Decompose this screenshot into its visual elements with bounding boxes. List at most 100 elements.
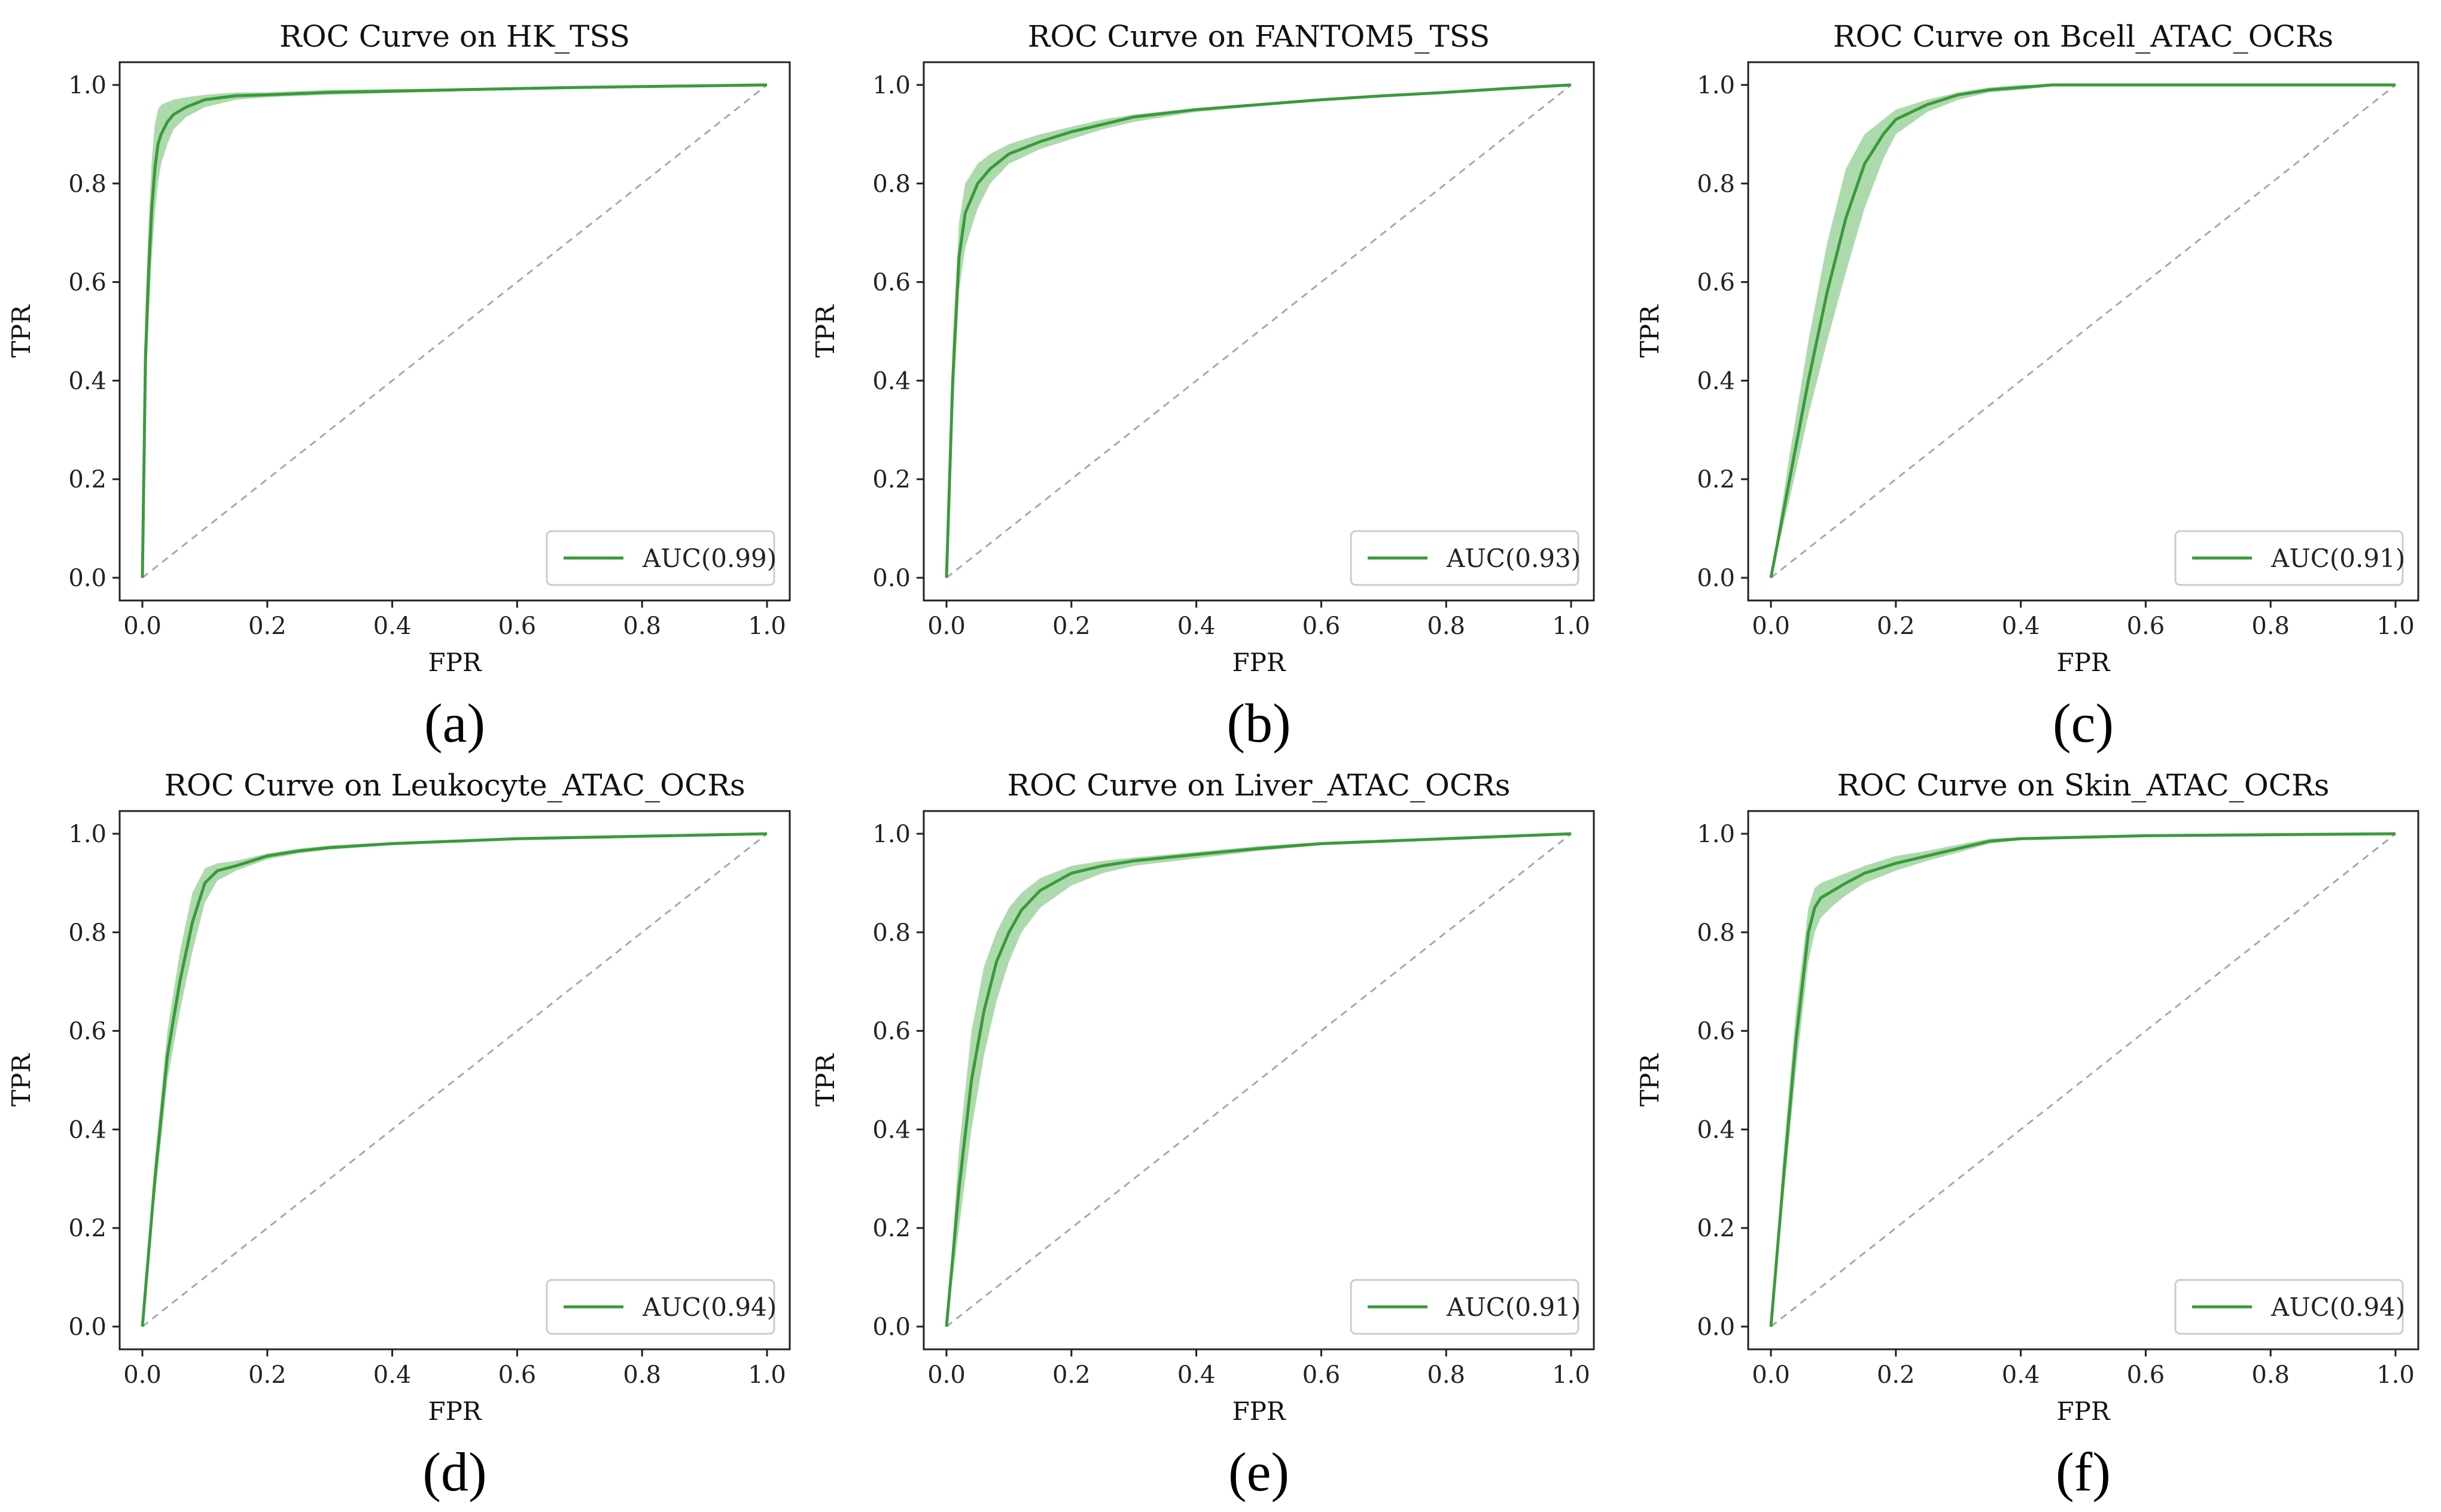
- y-tick-label: 0.2: [68, 1215, 106, 1242]
- chance-diagonal: [946, 833, 1572, 1328]
- x-tick-label: 0.6: [1302, 1361, 1341, 1389]
- y-tick-label: 0.0: [68, 1313, 106, 1341]
- x-tick-label: 0.0: [123, 1361, 162, 1389]
- x-axis-label: FPR: [428, 1397, 482, 1426]
- roc-curve-line: [1769, 832, 2396, 1327]
- y-tick-label: 0.0: [872, 565, 911, 592]
- y-tick-label: 0.0: [1697, 1313, 1735, 1341]
- roc-panel-f: ROC Curve on Skin_ATAC_OCRs 0.0 0.2 0.4 0.6 0…: [1635, 768, 2419, 1502]
- y-tick-label: 0.4: [1697, 1116, 1735, 1144]
- chance-diagonal: [946, 84, 1572, 579]
- y-axis-label: TPR: [1635, 304, 1664, 358]
- legend: AUC(0.91): [1350, 1279, 1581, 1335]
- y-tick-label: 0.4: [68, 1116, 106, 1144]
- chance-diagonal: [142, 84, 768, 579]
- legend-label: AUC(0.91): [2270, 544, 2405, 573]
- chance-diagonal: [142, 833, 768, 1328]
- y-tick-label: 1.0: [1697, 821, 1735, 848]
- y-tick-label: 0.2: [68, 466, 106, 493]
- roc-curve-line: [1769, 83, 2396, 578]
- x-tick-label: 0.4: [1177, 1361, 1216, 1389]
- x-tick-label: 1.0: [2376, 612, 2415, 640]
- roc-curve-line: [141, 83, 768, 578]
- x-tick-label: 0.8: [1427, 1361, 1465, 1389]
- x-tick-label: 0.6: [498, 1361, 537, 1389]
- legend-box: [1350, 530, 1579, 586]
- x-tick-label: 1.0: [1552, 1361, 1590, 1389]
- chance-diagonal: [1770, 84, 2396, 579]
- x-tick-label: 0.4: [1177, 612, 1216, 640]
- y-tick-label: 1.0: [68, 72, 106, 99]
- x-axis-label: FPR: [1232, 648, 1286, 677]
- chart-title: ROC Curve on Skin_ATAC_OCRs: [1837, 768, 2330, 803]
- y-tick-label: 0.2: [1697, 466, 1735, 493]
- chart-title: ROC Curve on Leukocyte_ATAC_OCRs: [164, 768, 745, 803]
- y-tick-label: 1.0: [872, 72, 911, 99]
- y-tick-label: 0.0: [1697, 565, 1735, 592]
- y-tick-label: 0.0: [872, 1313, 911, 1341]
- legend-box: [2174, 1279, 2404, 1335]
- y-tick-label: 0.0: [68, 565, 106, 592]
- x-tick-label: 1.0: [748, 612, 786, 640]
- x-tick-label: 0.2: [248, 612, 287, 640]
- y-tick-label: 0.4: [1697, 367, 1735, 395]
- y-axis-label: TPR: [811, 304, 840, 358]
- x-axis-label: FPR: [428, 648, 482, 677]
- y-axis-label: TPR: [811, 1053, 840, 1106]
- x-tick-label: 0.4: [2002, 612, 2040, 640]
- y-tick-label: 0.2: [1697, 1215, 1735, 1242]
- x-tick-label: 0.4: [373, 612, 412, 640]
- y-tick-label: 0.2: [872, 466, 911, 493]
- x-tick-label: 0.2: [248, 1361, 287, 1389]
- x-tick-label: 0.0: [1752, 612, 1790, 640]
- x-tick-label: 0.8: [1427, 612, 1465, 640]
- axes-frame: [923, 61, 1595, 602]
- x-tick-label: 0.0: [927, 1361, 966, 1389]
- y-tick-label: 0.8: [872, 919, 911, 947]
- x-tick-label: 0.8: [623, 612, 661, 640]
- panel-caption: (a): [424, 693, 485, 754]
- legend-box: [2174, 530, 2404, 586]
- panel-caption: (e): [1228, 1441, 1289, 1502]
- x-tick-label: 0.8: [2251, 612, 2290, 640]
- x-tick-label: 0.2: [1877, 1361, 1915, 1389]
- roc-curve-line: [141, 832, 768, 1327]
- panel-caption: (d): [422, 1441, 486, 1502]
- x-tick-label: 1.0: [1552, 612, 1590, 640]
- y-tick-label: 0.6: [1697, 269, 1735, 297]
- chance-diagonal: [1770, 833, 2396, 1328]
- chart-title: ROC Curve on FANTOM5_TSS: [1028, 19, 1490, 54]
- axes-frame: [923, 810, 1595, 1351]
- panel-caption: (f): [2056, 1441, 2111, 1502]
- roc-panel-b: ROC Curve on FANTOM5_TSS 0.0 0.2 0.4 0.6 0.8 1…: [811, 19, 1595, 754]
- roc-panel-c: ROC Curve on Bcell_ATAC_OCRs 0.0 0.2 0.4 0.6…: [1635, 19, 2419, 754]
- y-tick-label: 1.0: [68, 821, 106, 848]
- x-tick-label: 0.6: [1302, 612, 1341, 640]
- legend: AUC(0.99): [546, 530, 777, 586]
- x-tick-label: 0.0: [123, 612, 162, 640]
- x-tick-label: 0.0: [1752, 1361, 1790, 1389]
- y-axis-label: TPR: [7, 304, 36, 358]
- x-tick-label: 0.6: [2127, 1361, 2165, 1389]
- x-tick-label: 0.6: [2127, 612, 2165, 640]
- legend-label: AUC(0.93): [1446, 544, 1581, 573]
- legend-label: AUC(0.99): [642, 544, 777, 573]
- x-tick-label: 0.2: [1052, 612, 1091, 640]
- chart-title: ROC Curve on Liver_ATAC_OCRs: [1008, 768, 1511, 803]
- y-tick-label: 0.6: [68, 1018, 106, 1045]
- y-axis-label: TPR: [7, 1053, 36, 1106]
- x-axis-label: FPR: [2056, 1397, 2110, 1426]
- roc-curve-line: [945, 832, 1572, 1327]
- x-tick-label: 1.0: [748, 1361, 786, 1389]
- x-tick-label: 0.4: [373, 1361, 412, 1389]
- chart-title: ROC Curve on HK_TSS: [279, 19, 630, 54]
- x-axis-label: FPR: [1232, 1397, 1286, 1426]
- legend-label: AUC(0.94): [642, 1292, 777, 1322]
- legend-label: AUC(0.94): [2270, 1292, 2405, 1322]
- y-tick-label: 0.8: [68, 170, 106, 198]
- y-tick-label: 0.4: [872, 1116, 911, 1144]
- panel-caption: (c): [2053, 693, 2114, 754]
- confidence-band: [1771, 834, 2396, 1327]
- x-tick-label: 0.8: [2251, 1361, 2290, 1389]
